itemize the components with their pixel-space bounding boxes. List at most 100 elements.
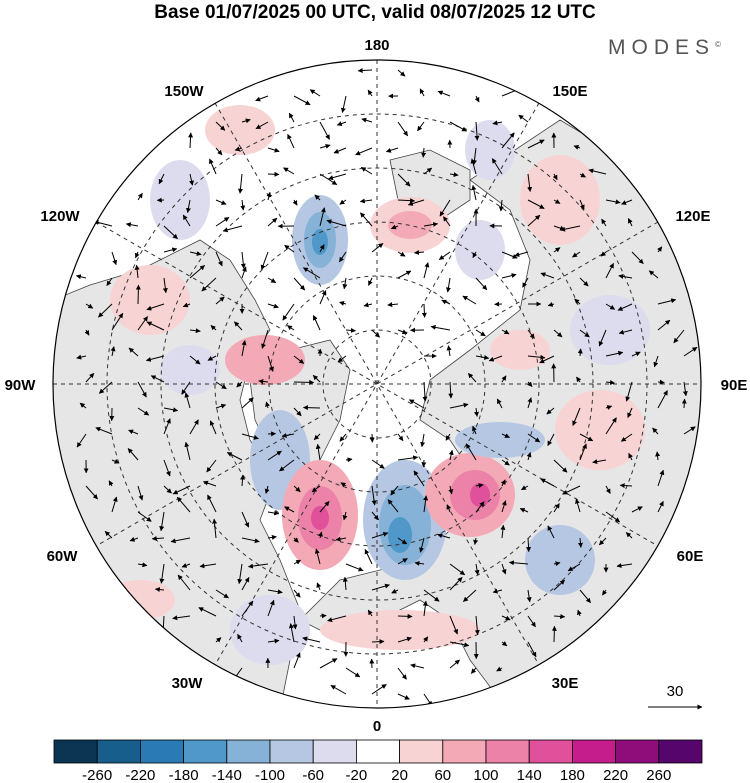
wind-arrow: [336, 121, 347, 126]
wind-arrow: [163, 459, 171, 477]
wind-arrow: [546, 407, 555, 415]
wind-arrow: [215, 216, 230, 227]
wind-arrow: [267, 599, 275, 617]
wind-arrow: [449, 121, 468, 132]
wind-arrow: [163, 407, 179, 413]
wind-arrow: [616, 563, 633, 569]
wind-arrow: [621, 199, 633, 205]
wind-arrow: [527, 139, 545, 149]
wind-arrow: [681, 398, 687, 409]
wind-arrow: [206, 459, 217, 473]
colorbar-swatch: [139, 739, 184, 764]
wind-arrow: [683, 346, 698, 357]
wind-arrow: [339, 433, 347, 442]
wind-arrow: [215, 589, 229, 599]
wind-arrow: [397, 433, 404, 442]
wind-arrow: [319, 658, 338, 669]
wind-arrow: [111, 459, 120, 464]
wind-arrow: [215, 199, 227, 205]
wind-arrow: [261, 329, 269, 349]
wind-arrow: [579, 199, 585, 210]
wind-arrow: [288, 623, 295, 643]
wind-arrow: [267, 450, 282, 461]
wind-arrow: [475, 277, 488, 291]
wind-arrow: [414, 249, 425, 255]
wind-arrow: [413, 470, 425, 487]
wind-arrow: [158, 173, 165, 185]
wind-arrow: [367, 89, 373, 97]
wind-arrow: [567, 563, 581, 572]
wind-arrow: [491, 158, 503, 175]
wind-arrow: [182, 214, 191, 227]
wind-arrow: [617, 303, 633, 311]
wind-arrow: [438, 251, 451, 261]
wind-arrow: [682, 381, 688, 397]
wind-arrow: [364, 548, 373, 565]
wind-arrow: [397, 693, 410, 700]
wind-arrow: [286, 325, 295, 331]
colorbar-tick-label: 260: [646, 767, 671, 783]
wind-arrow: [146, 303, 165, 311]
wind-arrow: [163, 225, 178, 240]
wind-arrow: [284, 244, 295, 253]
wind-arrow: [241, 576, 250, 591]
colorbar-swatch: [183, 739, 228, 764]
wind-arrow: [601, 218, 607, 227]
wind-arrow: [267, 217, 278, 227]
wind-arrow: [474, 95, 480, 103]
wind-arrow: [267, 303, 279, 309]
wind-arrow: [410, 663, 425, 669]
wind-arrow: [215, 637, 222, 643]
wind-arrow: [598, 537, 607, 546]
wind-arrow: [241, 600, 254, 617]
wind-arrow: [241, 340, 247, 357]
wind-arrow: [104, 530, 113, 539]
lon-label-90e: 90E: [721, 377, 748, 394]
wind-arrow: [397, 329, 408, 335]
wind-arrow: [189, 173, 194, 186]
wind-arrow: [145, 355, 165, 362]
wind-arrow: [111, 251, 118, 266]
wind-arrow: [314, 548, 321, 565]
wind-arrow: [653, 355, 659, 368]
wind-arrow: [397, 121, 409, 137]
wind-arrow: [657, 390, 668, 409]
wind-arrow: [577, 348, 583, 357]
wind-arrow: [508, 560, 529, 566]
wind-arrow: [151, 535, 165, 541]
wind-arrow: [338, 251, 347, 263]
wind-arrow: [579, 443, 587, 461]
wind-arrow: [137, 316, 149, 331]
colorbar-swatch: [312, 739, 357, 764]
wind-arrow: [137, 192, 143, 201]
wind-arrow: [371, 511, 379, 521]
wind-arrow: [577, 609, 582, 617]
wind-arrow: [441, 299, 451, 305]
wind-arrow: [363, 302, 373, 308]
wind-arrow: [265, 401, 270, 409]
brand-logo: MODES©: [608, 36, 721, 60]
wind-arrow: [574, 298, 581, 305]
wind-arrow: [267, 589, 283, 595]
colorbar-tick-label: -140: [212, 767, 242, 783]
wind-arrow: [371, 329, 380, 338]
wind-arrow: [292, 615, 298, 630]
wind-arrow: [150, 375, 165, 383]
wind-arrow: [85, 372, 95, 383]
wind-arrow: [318, 531, 323, 539]
wind-arrow: [203, 480, 217, 487]
wind-arrow: [573, 145, 581, 150]
wind-arrow: [287, 133, 295, 149]
colorbar-tick-label: 180: [560, 767, 585, 783]
wind-arrow: [293, 589, 301, 598]
wind-arrow: [627, 407, 633, 418]
wind-arrow: [371, 459, 385, 469]
colorbar-swatch: [658, 739, 703, 764]
wind-arrow: [423, 495, 429, 513]
wind-arrow: [159, 563, 165, 584]
colorbar-swatch: [615, 739, 660, 764]
wind-arrow: [419, 537, 425, 553]
wind-arrow: [474, 121, 480, 141]
colorbar-swatch: [528, 739, 573, 764]
wind-arrow: [657, 319, 671, 331]
